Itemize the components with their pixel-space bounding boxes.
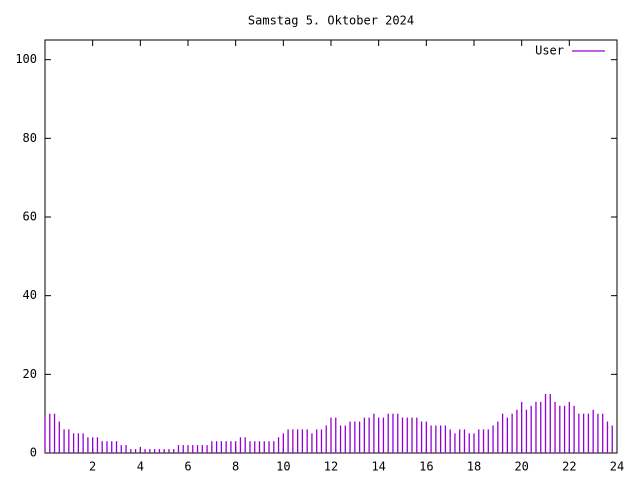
x-tick-label: 22 — [562, 460, 576, 474]
x-tick-label: 8 — [232, 460, 239, 474]
x-tick-label: 12 — [324, 460, 338, 474]
x-tick-label: 18 — [467, 460, 481, 474]
x-tick-label: 14 — [371, 460, 385, 474]
y-tick-label: 0 — [30, 446, 37, 460]
y-tick-label: 60 — [23, 210, 37, 224]
x-tick-label: 2 — [89, 460, 96, 474]
x-tick-label: 16 — [419, 460, 433, 474]
y-tick-label: 100 — [15, 52, 37, 66]
x-tick-label: 10 — [276, 460, 290, 474]
y-tick-label: 20 — [23, 367, 37, 381]
legend-label: User — [535, 44, 564, 58]
y-tick-label: 80 — [23, 131, 37, 145]
x-tick-label: 6 — [184, 460, 191, 474]
x-tick-label: 20 — [514, 460, 528, 474]
x-tick-label: 24 — [610, 460, 624, 474]
chart-title: Samstag 5. Oktober 2024 — [248, 14, 414, 28]
x-tick-label: 4 — [137, 460, 144, 474]
y-tick-label: 40 — [23, 288, 37, 302]
plot-frame — [44, 39, 618, 454]
